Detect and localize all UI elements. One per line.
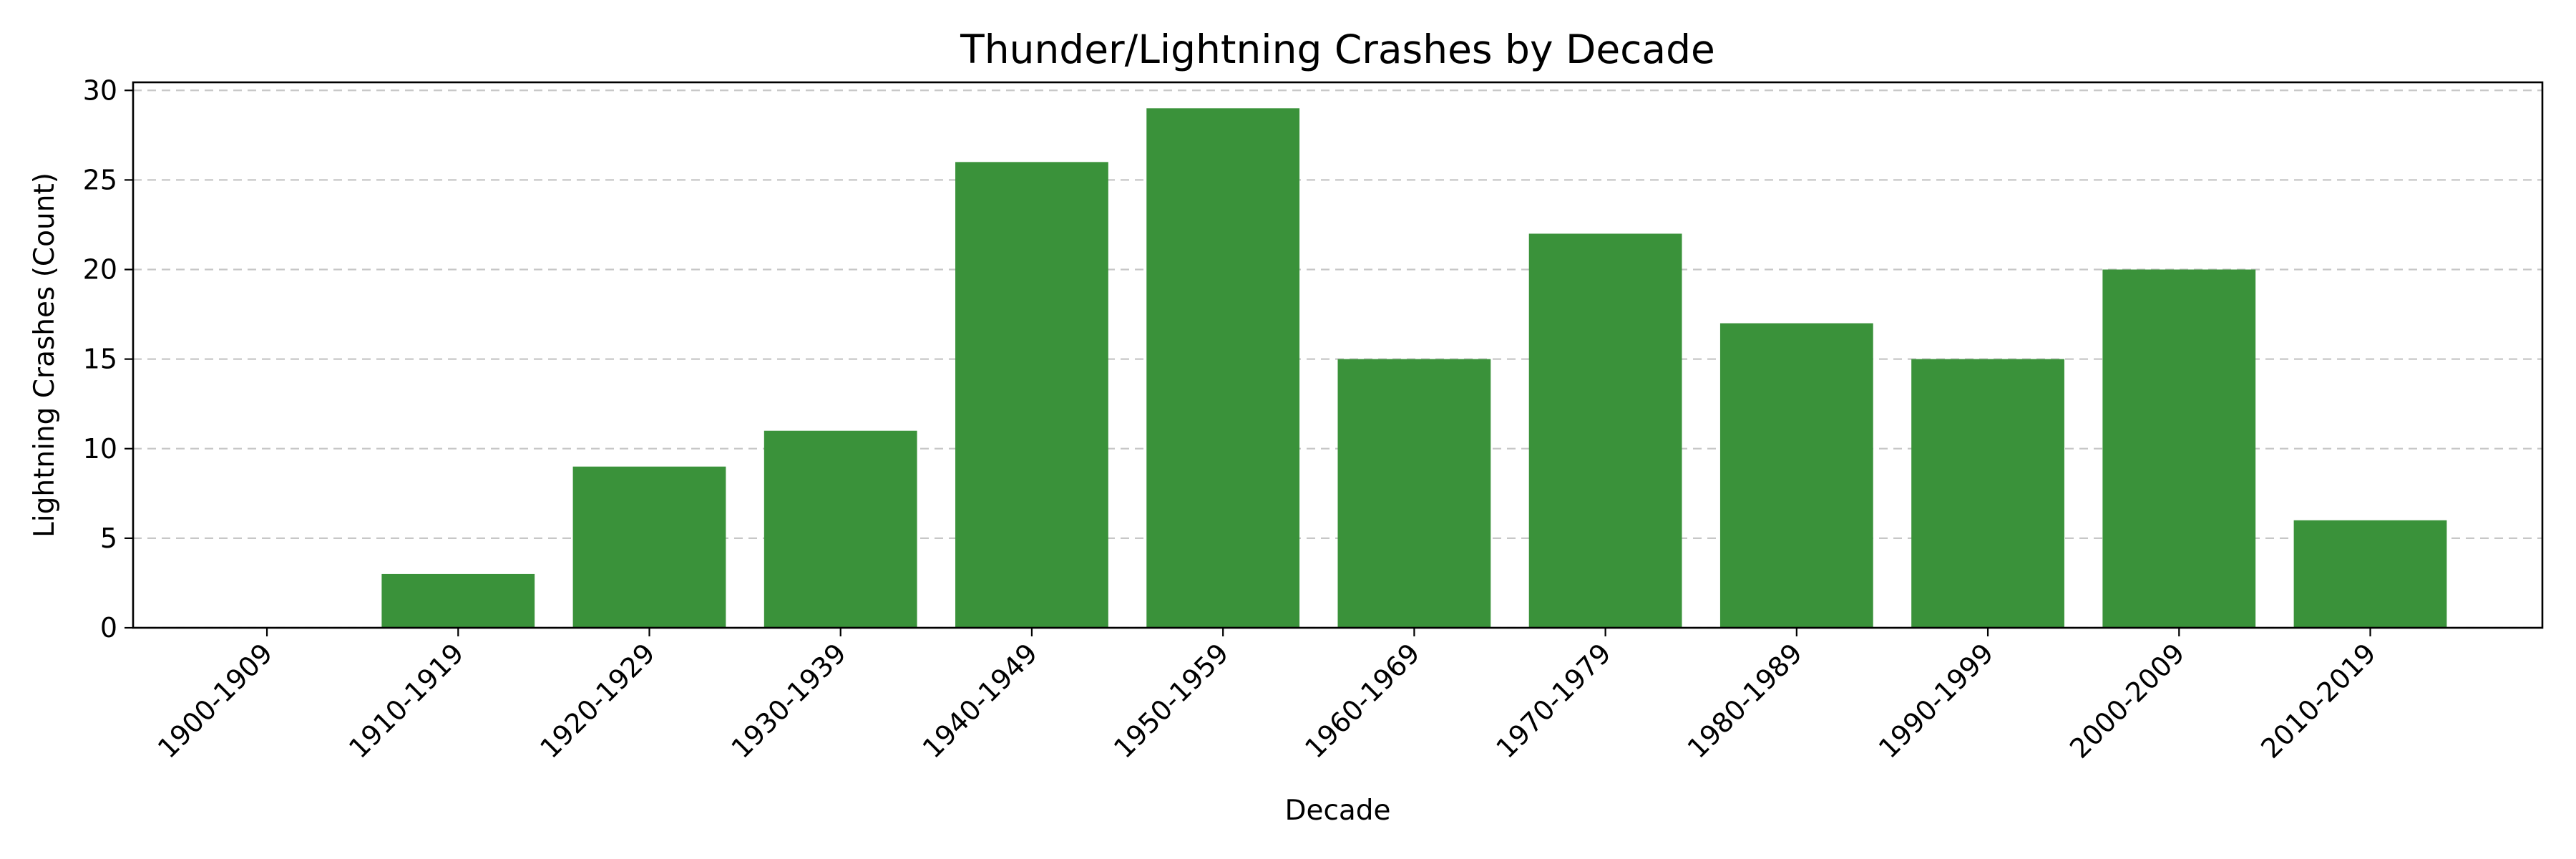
bars [381, 108, 2447, 629]
y-axis-label: Lightning Crashes (Count) [29, 173, 61, 538]
y-tick-label: 20 [83, 254, 117, 286]
y-tick-label: 15 [83, 344, 117, 375]
bar-1940-1949 [955, 162, 1108, 628]
y-axis-ticks: 0 5 10 15 20 25 30 [83, 74, 133, 644]
x-tick-label: 1910-1919 [343, 637, 470, 765]
axes-frame [132, 81, 2544, 629]
bar-1960-1969 [1337, 359, 1491, 628]
bar-1990-1999 [1911, 359, 2064, 628]
x-axis-ticks: 1900-1909 1910-1919 1920-1929 1930-1939 1940… [152, 628, 2382, 765]
x-tick-label: 2000-2009 [2064, 637, 2191, 765]
bar-1980-1989 [1719, 323, 1873, 628]
x-tick-label: 1900-1909 [152, 637, 279, 765]
bar-1920-1929 [572, 466, 726, 628]
x-tick-label: 1920-1929 [534, 637, 661, 765]
y-tick-label: 30 [83, 74, 117, 106]
chart-title: Thunder/Lightning Crashes by Decade [960, 26, 1715, 72]
y-tick-label: 10 [83, 433, 117, 465]
x-axis-label: Decade [1284, 795, 1390, 827]
x-tick-label: 1980-1989 [1682, 637, 1809, 765]
x-tick-label: 1940-1949 [917, 637, 1044, 765]
x-tick-label: 1990-1999 [1873, 637, 2000, 765]
bar-1930-1939 [763, 430, 917, 628]
x-tick-label: 1950-1959 [1108, 637, 1235, 765]
bar-2010-2019 [2293, 520, 2447, 628]
x-tick-label: 1930-1939 [726, 637, 853, 765]
y-tick-label: 5 [100, 523, 117, 554]
x-tick-label: 2010-2019 [2255, 637, 2382, 765]
bar-1970-1979 [1528, 233, 1682, 628]
bar-2000-2009 [2102, 269, 2256, 628]
x-tick-label: 1970-1979 [1490, 637, 1617, 765]
bar-1910-1919 [381, 573, 535, 628]
y-tick-label: 0 [100, 612, 117, 644]
y-tick-label: 25 [83, 164, 117, 195]
bar-1950-1959 [1146, 108, 1300, 629]
x-tick-label: 1960-1969 [1299, 637, 1426, 765]
